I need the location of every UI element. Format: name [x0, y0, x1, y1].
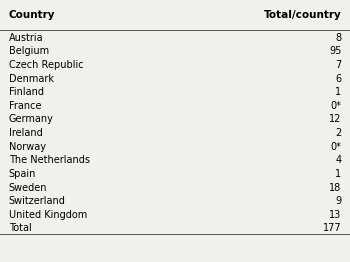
Text: France: France	[9, 101, 41, 111]
Text: 2: 2	[335, 128, 341, 138]
Text: Germany: Germany	[9, 114, 54, 124]
Text: 1: 1	[335, 169, 341, 179]
Text: 6: 6	[335, 74, 341, 84]
Text: Finland: Finland	[9, 87, 44, 97]
Text: 8: 8	[335, 33, 341, 43]
Text: 1: 1	[335, 87, 341, 97]
Text: Total/country: Total/country	[264, 10, 341, 20]
Text: Denmark: Denmark	[9, 74, 54, 84]
Text: Spain: Spain	[9, 169, 36, 179]
Text: 95: 95	[329, 46, 341, 56]
Text: United Kingdom: United Kingdom	[9, 210, 87, 220]
Text: 12: 12	[329, 114, 341, 124]
Text: Total: Total	[9, 223, 32, 233]
Text: 13: 13	[329, 210, 341, 220]
Text: Country: Country	[9, 10, 55, 20]
Text: 177: 177	[323, 223, 341, 233]
Text: Austria: Austria	[9, 33, 43, 43]
Text: 4: 4	[335, 155, 341, 165]
Text: Sweden: Sweden	[9, 183, 47, 193]
Text: 18: 18	[329, 183, 341, 193]
Text: Ireland: Ireland	[9, 128, 42, 138]
Text: 9: 9	[335, 196, 341, 206]
Text: Norway: Norway	[9, 142, 46, 152]
Text: 0*: 0*	[330, 142, 341, 152]
Text: 0*: 0*	[330, 101, 341, 111]
Text: Czech Republic: Czech Republic	[9, 60, 83, 70]
Text: The Netherlands: The Netherlands	[9, 155, 90, 165]
Text: 7: 7	[335, 60, 341, 70]
Text: Belgium: Belgium	[9, 46, 49, 56]
Text: Switzerland: Switzerland	[9, 196, 66, 206]
